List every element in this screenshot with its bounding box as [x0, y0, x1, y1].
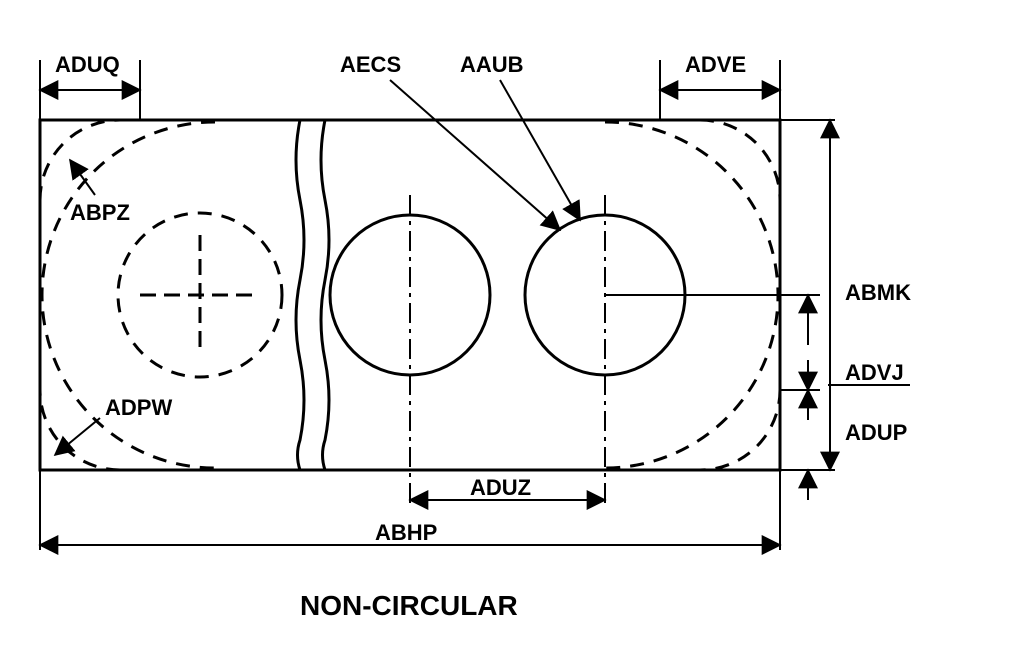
diagram-canvas: ADUQ ADVE AECS AAUB ABPZ ADPW ABMK ADVJ … [0, 0, 1027, 650]
label-adve: ADVE [685, 52, 746, 77]
label-abpz: ABPZ [70, 200, 130, 225]
label-aduq: ADUQ [55, 52, 120, 77]
leader-aaub [500, 80, 580, 220]
leader-adpw [55, 418, 100, 455]
diagram-title: NON-CIRCULAR [300, 590, 518, 621]
label-aduz: ADUZ [470, 475, 531, 500]
label-aecs: AECS [340, 52, 401, 77]
leader-abpz [70, 160, 95, 195]
leader-aecs [390, 80, 560, 230]
label-adup: ADUP [845, 420, 907, 445]
label-adpw: ADPW [105, 395, 172, 420]
break-line-1 [296, 120, 304, 470]
label-advj: ADVJ [845, 360, 904, 385]
break-line-2 [321, 120, 329, 470]
label-abhp: ABHP [375, 520, 437, 545]
label-abmk: ABMK [845, 280, 911, 305]
label-aaub: AAUB [460, 52, 524, 77]
